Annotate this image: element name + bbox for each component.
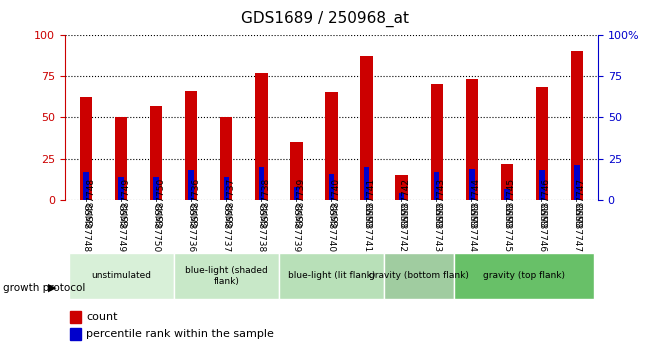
Bar bbox=[291, 142, 302, 200]
Bar bbox=[255, 72, 268, 200]
Text: GSM87741: GSM87741 bbox=[362, 203, 371, 252]
Text: GSM87740: GSM87740 bbox=[327, 203, 336, 252]
Text: ▶: ▶ bbox=[48, 283, 57, 293]
Bar bbox=[536, 88, 548, 200]
Text: GSM87748: GSM87748 bbox=[86, 178, 95, 227]
Bar bbox=[115, 117, 127, 200]
Bar bbox=[118, 177, 124, 200]
Text: GSM87744: GSM87744 bbox=[467, 203, 476, 252]
FancyBboxPatch shape bbox=[454, 253, 595, 299]
Text: GSM87740: GSM87740 bbox=[332, 178, 341, 227]
FancyBboxPatch shape bbox=[174, 253, 279, 299]
Text: growth protocol: growth protocol bbox=[3, 283, 86, 293]
Bar bbox=[188, 170, 194, 200]
FancyBboxPatch shape bbox=[68, 253, 174, 299]
Bar bbox=[434, 172, 439, 200]
Text: GSM87742: GSM87742 bbox=[402, 178, 411, 227]
Bar bbox=[153, 177, 159, 200]
Bar bbox=[70, 310, 81, 323]
Text: GSM87738: GSM87738 bbox=[257, 203, 266, 252]
Bar bbox=[500, 164, 513, 200]
Bar bbox=[220, 117, 233, 200]
Bar bbox=[329, 174, 334, 200]
Text: GSM87747: GSM87747 bbox=[573, 203, 582, 252]
Text: GSM87741: GSM87741 bbox=[367, 178, 376, 227]
Bar bbox=[469, 169, 474, 200]
Text: GSM87737: GSM87737 bbox=[226, 178, 235, 227]
Text: GSM87739: GSM87739 bbox=[292, 203, 301, 252]
Bar bbox=[361, 56, 372, 200]
Bar bbox=[150, 106, 162, 200]
Text: GSM87743: GSM87743 bbox=[437, 178, 446, 227]
Bar bbox=[259, 167, 264, 200]
Bar bbox=[70, 328, 81, 340]
Text: count: count bbox=[86, 312, 118, 322]
Bar bbox=[80, 97, 92, 200]
Bar bbox=[399, 194, 404, 200]
Bar bbox=[224, 177, 229, 200]
Text: GSM87745: GSM87745 bbox=[502, 203, 512, 252]
FancyBboxPatch shape bbox=[279, 253, 384, 299]
Text: GSM87747: GSM87747 bbox=[577, 178, 586, 227]
Text: GSM87745: GSM87745 bbox=[507, 178, 516, 227]
Text: GSM87736: GSM87736 bbox=[191, 178, 200, 227]
Text: percentile rank within the sample: percentile rank within the sample bbox=[86, 329, 274, 339]
Text: GSM87746: GSM87746 bbox=[538, 203, 547, 252]
Bar bbox=[504, 188, 510, 200]
Text: gravity (top flank): gravity (top flank) bbox=[484, 272, 566, 280]
Bar bbox=[430, 84, 443, 200]
Text: blue-light (lit flank): blue-light (lit flank) bbox=[288, 272, 375, 280]
Text: GSM87746: GSM87746 bbox=[542, 178, 551, 227]
Text: GSM87749: GSM87749 bbox=[116, 203, 125, 252]
Bar bbox=[185, 91, 198, 200]
Text: GSM87742: GSM87742 bbox=[397, 203, 406, 252]
Bar bbox=[326, 92, 337, 200]
Bar bbox=[83, 172, 89, 200]
Text: GSM87743: GSM87743 bbox=[432, 203, 441, 252]
Text: GSM87739: GSM87739 bbox=[296, 178, 306, 227]
Text: unstimulated: unstimulated bbox=[91, 272, 151, 280]
Text: GSM87750: GSM87750 bbox=[151, 203, 161, 252]
Text: blue-light (shaded
flank): blue-light (shaded flank) bbox=[185, 266, 268, 286]
Text: GSM87736: GSM87736 bbox=[187, 203, 196, 252]
Text: GDS1689 / 250968_at: GDS1689 / 250968_at bbox=[241, 10, 409, 27]
Bar bbox=[395, 175, 408, 200]
Bar bbox=[364, 167, 369, 200]
Text: GSM87737: GSM87737 bbox=[222, 203, 231, 252]
Text: GSM87744: GSM87744 bbox=[472, 178, 481, 227]
Text: GSM87749: GSM87749 bbox=[121, 178, 130, 227]
Bar bbox=[539, 170, 545, 200]
Text: gravity (bottom flank): gravity (bottom flank) bbox=[369, 272, 469, 280]
Text: GSM87748: GSM87748 bbox=[81, 203, 90, 252]
Text: GSM87738: GSM87738 bbox=[261, 178, 270, 227]
Bar bbox=[465, 79, 478, 200]
Text: GSM87750: GSM87750 bbox=[156, 178, 165, 227]
Bar bbox=[571, 51, 583, 200]
Bar bbox=[574, 165, 580, 200]
Bar bbox=[294, 187, 299, 200]
FancyBboxPatch shape bbox=[384, 253, 454, 299]
